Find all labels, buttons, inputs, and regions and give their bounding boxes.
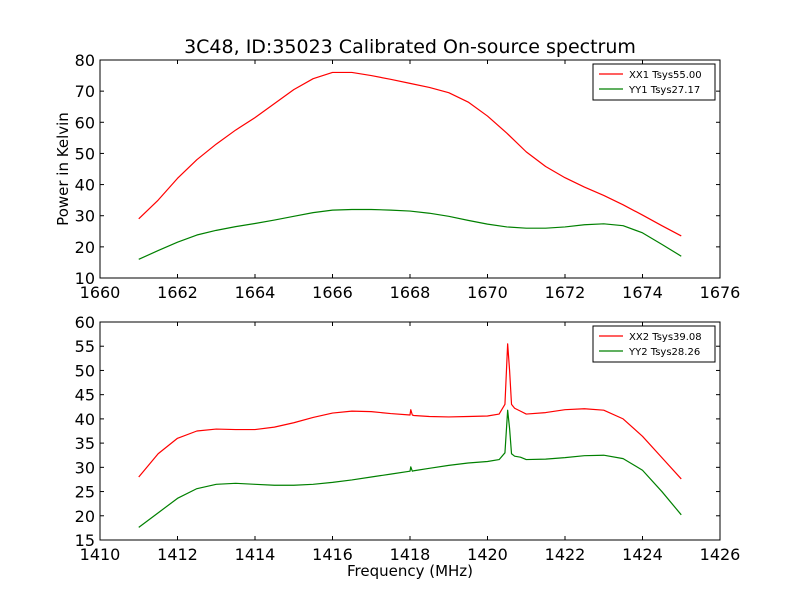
series-line-2 [138,409,682,528]
y-tick-label: 30 [75,458,95,477]
y-tick-label: 80 [75,51,95,70]
legend-entry: YY2 Tsys28.26 [628,347,700,358]
y-tick-label: 70 [75,82,95,101]
x-tick-label: 1664 [235,283,276,302]
y-tick-label: 55 [75,337,95,356]
legend-entry: XX2 Tsys39.08 [629,332,702,343]
legend-entry: XX1 Tsys55.00 [629,70,702,81]
y-axis-label: Power in Kelvin [54,112,72,226]
series-line-1 [138,71,682,237]
x-tick-label: 1676 [700,283,741,302]
x-tick-label: 1420 [467,545,508,564]
x-tick-label: 1666 [312,283,353,302]
x-tick-label: 1412 [157,545,198,564]
y-tick-label: 20 [75,507,95,526]
legend-box [592,325,716,363]
y-tick-label: 25 [75,483,95,502]
x-tick-label: 1426 [700,545,741,564]
x-tick-label: 1674 [622,283,663,302]
x-tick-label: 1418 [390,545,431,564]
x-tick-label: 1410 [80,545,121,564]
series-line-2 [138,208,682,260]
y-tick-label: 50 [75,361,95,380]
x-tick-label: 1660 [80,283,121,302]
x-tick-label: 1668 [390,283,431,302]
figure-title: 3C48, ID:35023 Calibrated On-source spec… [184,36,636,58]
x-tick-label: 1672 [545,283,586,302]
y-tick-label: 50 [75,144,95,163]
series-line-1 [138,343,682,480]
x-tick-label: 1662 [157,283,198,302]
legend: XX2 Tsys39.08 YY2 Tsys28.26 [592,325,716,363]
x-tick-label: 1670 [467,283,508,302]
y-tick-label: 60 [75,313,95,332]
bottom-spectrum-panel: 1410 1412 1414 1416 1418 1420 1422 1424 1426 15 20… [75,313,741,580]
x-tick-label: 1424 [622,545,663,564]
x-tick-label: 1414 [235,545,276,564]
x-tick-label: 1416 [312,545,353,564]
x-tick-label: 1422 [545,545,586,564]
y-tick-label: 20 [75,238,95,257]
y-tick-label: 40 [75,176,95,195]
legend: XX1 Tsys55.00 YY1 Tsys27.17 [592,63,716,101]
legend-box [592,63,716,101]
top-spectrum-panel: 1660 1662 1664 1666 1668 1670 1672 1674 1676 10 20… [54,51,740,302]
x-axis-label: Frequency (MHz) [347,562,473,580]
y-tick-label: 15 [75,531,95,550]
y-tick-label: 35 [75,434,95,453]
y-tick-label: 45 [75,386,95,405]
y-tick-label: 30 [75,207,95,226]
legend-entry: YY1 Tsys27.17 [628,85,700,96]
y-tick-label: 40 [75,410,95,429]
y-tick-label: 10 [75,269,95,288]
y-tick-label: 60 [75,113,95,132]
